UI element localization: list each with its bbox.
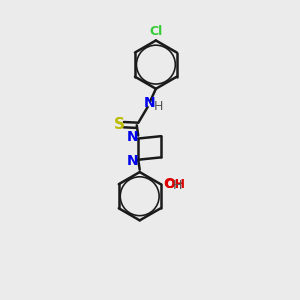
Text: H: H [173,179,182,192]
Text: Cl: Cl [149,25,163,38]
Text: N: N [144,96,155,110]
Text: N: N [127,154,139,168]
Text: H: H [154,100,163,113]
Text: S: S [114,117,125,132]
Text: N: N [127,130,139,144]
Text: OH: OH [164,178,185,191]
Text: O: O [164,177,175,191]
